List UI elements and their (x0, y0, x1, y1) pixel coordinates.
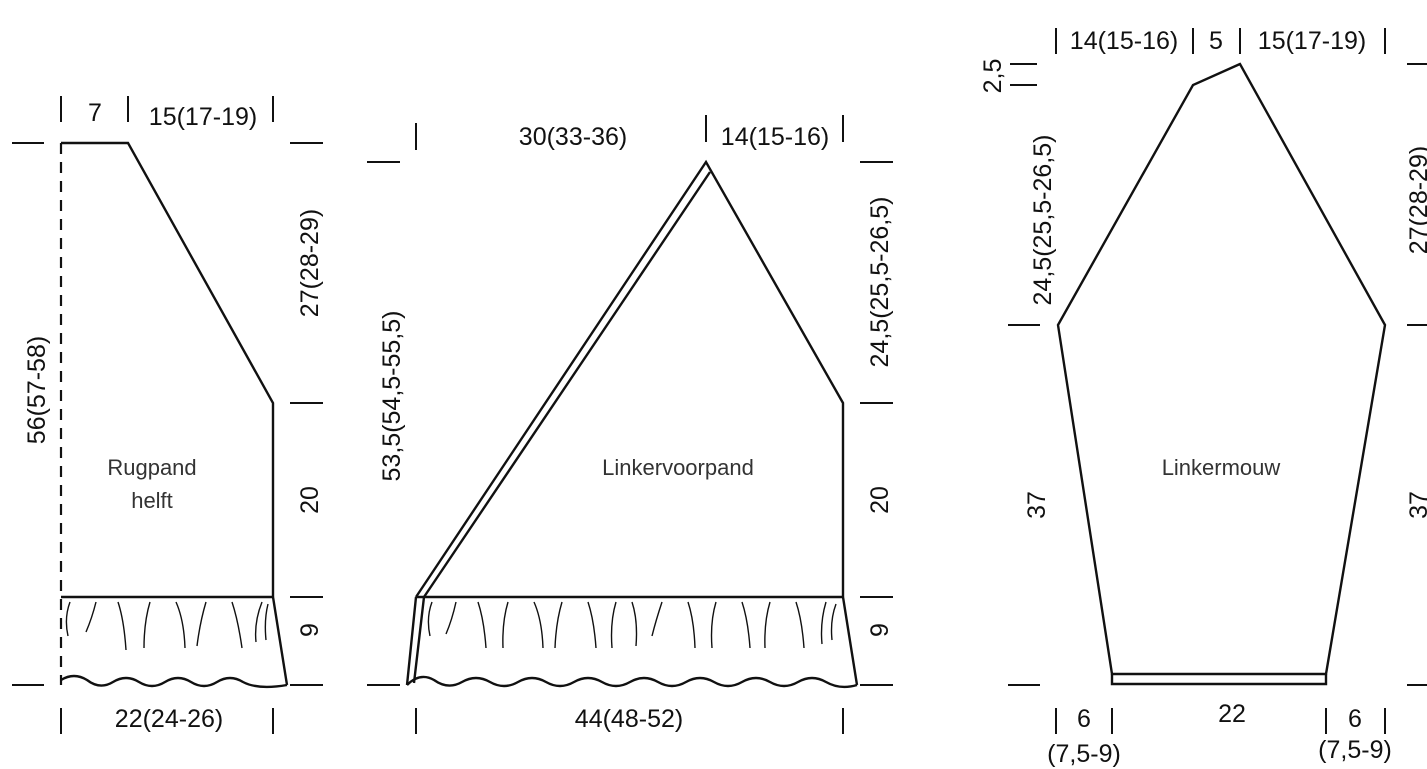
front-band-inner-edge (423, 171, 711, 598)
back-half-piece: 7 15(17-19) 56(57-58) 27(28-29) 20 9 22(… (12, 96, 324, 734)
front-band-lower (405, 596, 426, 686)
sleeve-cap-small-dim: 2,5 (979, 59, 1007, 94)
back-piece-label-line2: helft (131, 488, 173, 513)
sleeve-top-left-dim: 14(15-16) (1070, 27, 1178, 55)
sleeve-outline (1056, 62, 1387, 676)
front-top-left-dim: 30(33-36) (519, 123, 627, 151)
front-border-side (841, 596, 859, 686)
sleeve-cuff-left-alt-dim: (7,5-9) (1047, 740, 1121, 768)
sleeve-cuff-right-dim: 6 (1348, 705, 1362, 733)
front-ruffle-folds (427, 601, 837, 649)
sleeve-cuff-band (1110, 674, 1328, 686)
sleeve-top-mid-dim: 5 (1209, 27, 1223, 55)
sleeve-top-right-dim: 15(17-19) (1258, 27, 1366, 55)
back-bottom-width-dim: 22(24-26) (115, 705, 223, 733)
front-dimension-marks (367, 115, 893, 734)
back-outline (61, 141, 275, 597)
sleeve-dimension-marks (1008, 28, 1427, 734)
sleeve-cuff-width-dim: 22 (1218, 700, 1246, 728)
sleeve-length-right-dim: 37 (1405, 491, 1427, 519)
sleeve-piece-label: Linkermouw (1162, 455, 1281, 480)
front-upper-height-dim: 24,5(25,5-26,5) (866, 197, 894, 368)
back-piece-label-line1: Rugpand (107, 455, 196, 480)
front-outline (415, 159, 845, 598)
front-total-height-dim: 53,5(54,5-55,5) (378, 311, 406, 482)
front-body-height-dim: 20 (866, 486, 894, 514)
back-body-height-dim: 20 (296, 486, 324, 514)
left-sleeve-piece: 14(15-16) 5 15(17-19) 2,5 24,5(25,5-26,5… (979, 27, 1427, 768)
back-dimension-marks (12, 96, 323, 734)
back-total-height-dim: 56(57-58) (23, 336, 51, 444)
back-upper-height-dim: 27(28-29) (296, 209, 324, 317)
sleeve-cuff-right-alt-dim: (7,5-9) (1318, 736, 1392, 764)
back-ruffle-hem (60, 674, 288, 689)
front-bottom-width-dim: 44(48-52) (575, 705, 683, 733)
back-border-height-dim: 9 (296, 623, 324, 637)
back-border-side (271, 596, 289, 686)
front-piece-label: Linkervoorpand (602, 455, 754, 480)
front-top-right-dim: 14(15-16) (721, 123, 829, 151)
sleeve-cap-left-dim: 24,5(25,5-26,5) (1029, 135, 1057, 306)
sleeve-length-left-dim: 37 (1023, 491, 1051, 519)
sleeve-cap-right-dim: 27(28-29) (1405, 146, 1427, 254)
front-ruffle-hem (406, 675, 858, 689)
left-front-piece: 30(33-36) 14(15-16) 53,5(54,5-55,5) 24,5… (367, 115, 894, 734)
back-ruffle-folds (65, 601, 269, 651)
front-border-height-dim: 9 (866, 623, 894, 637)
back-top-slope-dim: 15(17-19) (149, 103, 257, 131)
back-top-shoulder-dim: 7 (88, 99, 102, 127)
sleeve-cuff-left-dim: 6 (1077, 705, 1091, 733)
